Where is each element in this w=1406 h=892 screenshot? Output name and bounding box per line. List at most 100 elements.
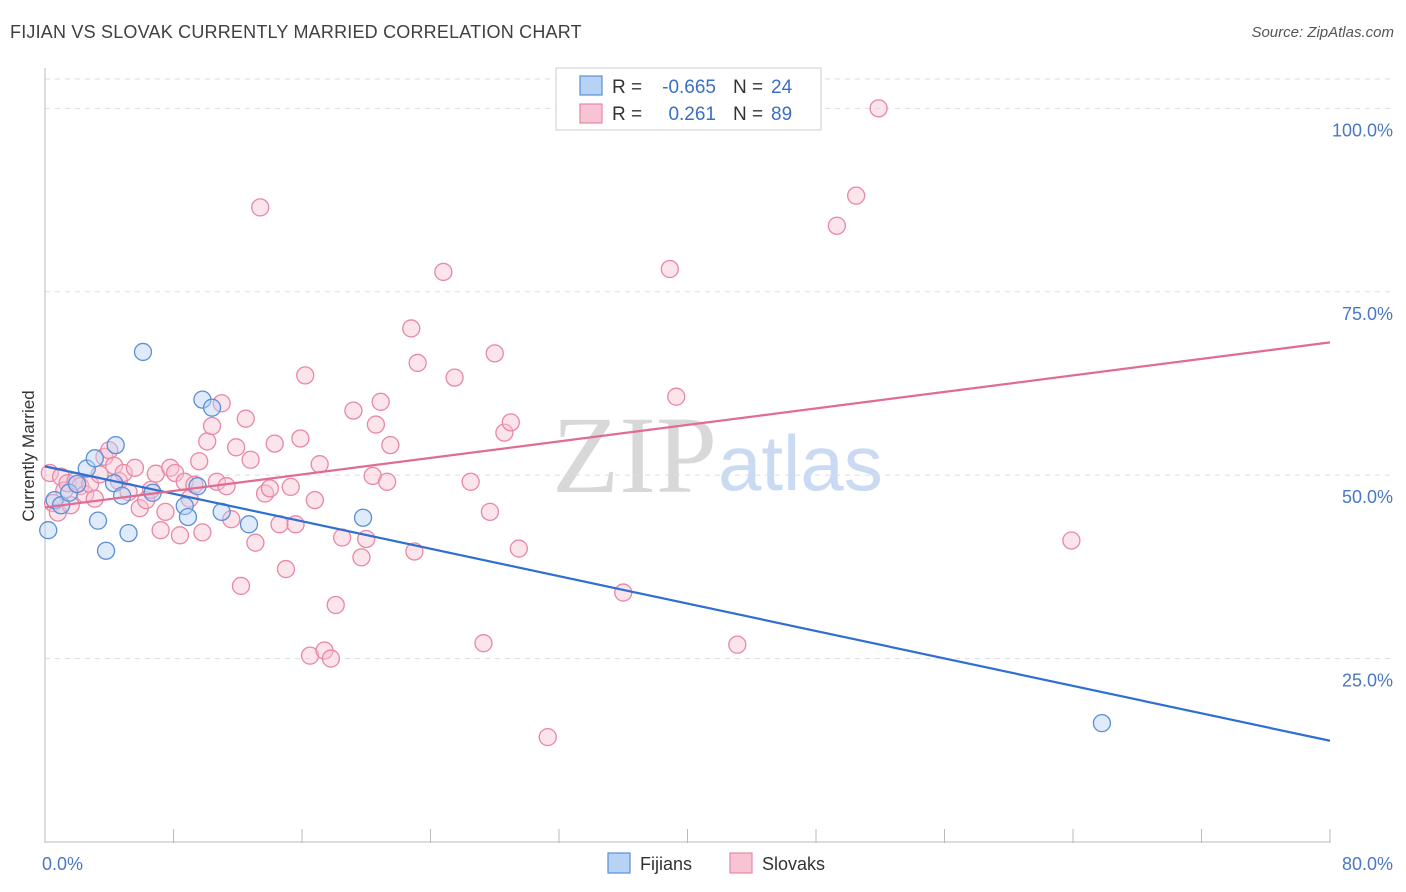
slovak-point-42: [236, 409, 255, 428]
fijian-point-6: [85, 449, 104, 468]
legend-slovak-n-value: 89: [771, 104, 792, 125]
fijian-point-22: [353, 508, 373, 527]
slovak-point-40: [226, 438, 246, 457]
slovak-point-73: [434, 262, 453, 282]
y-tick-label-75: 75.0%: [1342, 304, 1393, 324]
slovak-point-82: [538, 727, 557, 747]
slovak-point-85: [667, 387, 686, 406]
fijian-point-19: [202, 398, 222, 417]
slovak-point-3: [51, 467, 71, 486]
slovak-point-33: [193, 523, 212, 542]
slovak-point-41: [231, 576, 251, 596]
slovak-point-68: [377, 472, 397, 491]
slovak-point-90: [1062, 531, 1081, 550]
watermark-atlas: atlas: [718, 419, 883, 507]
legend-fijian-swatch: [579, 75, 603, 96]
legend-slovak-r-label: R =: [612, 104, 642, 125]
slovak-point-54: [296, 366, 315, 385]
slovak-point-48: [265, 434, 284, 453]
slovak-point-25: [156, 502, 175, 522]
y-axis-label: Currently Married: [19, 390, 38, 521]
slovak-point-63: [352, 548, 371, 567]
gridlines: [45, 78, 1395, 660]
fijian-point-4: [67, 474, 87, 494]
slovak-point-86: [728, 635, 747, 654]
slovak-point-80: [501, 413, 520, 432]
fijian-point-23: [1092, 713, 1112, 733]
slovak-point-24: [151, 521, 170, 540]
fijian-point-16: [178, 507, 198, 527]
slovak-point-87: [827, 216, 847, 235]
slovak-point-77: [480, 502, 500, 522]
slovak-point-57: [310, 455, 329, 474]
slovak-point-45: [251, 198, 270, 217]
slovak-point-67: [371, 392, 390, 411]
legend-fijian-r-value: -0.665: [662, 77, 716, 98]
slovak-point-34: [198, 432, 217, 451]
slovak-point-19: [125, 458, 145, 477]
slovak-point-62: [344, 401, 363, 420]
slovak-point-32: [190, 452, 209, 471]
watermark-zip: ZIP: [552, 394, 717, 516]
fijian-point-15: [175, 496, 194, 516]
slovak-point-75: [461, 472, 480, 491]
axes: 25.0% 50.0% 75.0% 100.0% 0.0% 80.0%: [42, 68, 1393, 874]
legend-fijian-n-label: N =: [733, 77, 763, 98]
slovak-point-28: [170, 526, 190, 545]
slovak-point-88: [847, 186, 866, 205]
bottom-legend-fijian-swatch: [607, 852, 631, 874]
slovak-point-89: [869, 99, 888, 118]
slovak-point-74: [445, 368, 464, 387]
slovak-point-84: [660, 259, 679, 279]
x-tick-label-min: 0.0%: [42, 854, 83, 874]
slovak-point-70: [402, 319, 421, 338]
slovak-point-43: [241, 450, 260, 469]
y-tick-label-25: 25.0%: [1342, 671, 1393, 691]
fijian-point-0: [39, 521, 58, 540]
trend-lines: [44, 341, 1331, 742]
slovak-point-47: [260, 479, 280, 498]
slovak-point-35: [202, 416, 222, 436]
slovak-point-50: [276, 559, 296, 579]
legend-fijian-n-value: 24: [771, 77, 793, 98]
fijian-trend-line: [44, 465, 1331, 742]
chart-source: Source: ZipAtlas.com: [1251, 24, 1394, 41]
bottom-legend-fijian-label: Fijians: [640, 854, 692, 874]
stats-legend: R = -0.665 N = 24 R = 0.261 N = 89: [555, 67, 822, 131]
slovak-point-37: [212, 394, 231, 413]
slovak-point-81: [509, 539, 528, 558]
fijian-point-13: [133, 342, 153, 362]
fijian-point-8: [96, 541, 116, 560]
legend-slovak-r-value: 0.261: [668, 104, 716, 125]
legend-fijian-r-label: R =: [612, 77, 642, 98]
slovak-point-53: [291, 429, 310, 448]
y-tick-label-100: 100.0%: [1332, 120, 1393, 140]
slovak-point-51: [281, 477, 300, 497]
slovak-trend-line: [44, 341, 1331, 509]
chart-title: FIJIAN VS SLOVAK CURRENTLY MARRIED CORRE…: [10, 22, 582, 42]
series-legend: Fijians Slovaks: [607, 852, 825, 874]
legend-slovak-n-label: N =: [733, 104, 763, 125]
bottom-legend-slovak-label: Slovaks: [762, 854, 825, 874]
slovak-point-11: [85, 489, 104, 508]
slovak-point-39: [222, 510, 241, 529]
fijian-point-12: [119, 523, 138, 543]
fijian-point-7: [88, 511, 108, 530]
slovak-point-79: [495, 423, 514, 442]
slovak-point-76: [474, 634, 493, 653]
slovak-point-72: [408, 353, 427, 373]
bottom-legend-slovak-swatch: [729, 852, 753, 874]
y-tick-label-50: 50.0%: [1342, 487, 1393, 507]
slovak-point-38: [217, 477, 236, 496]
slovak-point-59: [321, 649, 341, 668]
slovak-point-56: [305, 490, 325, 510]
slovak-point-78: [485, 344, 504, 363]
x-tick-label-max: 80.0%: [1342, 854, 1393, 874]
fijian-point-10: [106, 435, 125, 455]
legend-slovak-swatch: [579, 103, 603, 124]
fijian-point-21: [239, 515, 259, 534]
slovak-point-83: [614, 583, 633, 602]
slovak-point-69: [381, 435, 400, 455]
slovak-point-44: [246, 533, 265, 552]
